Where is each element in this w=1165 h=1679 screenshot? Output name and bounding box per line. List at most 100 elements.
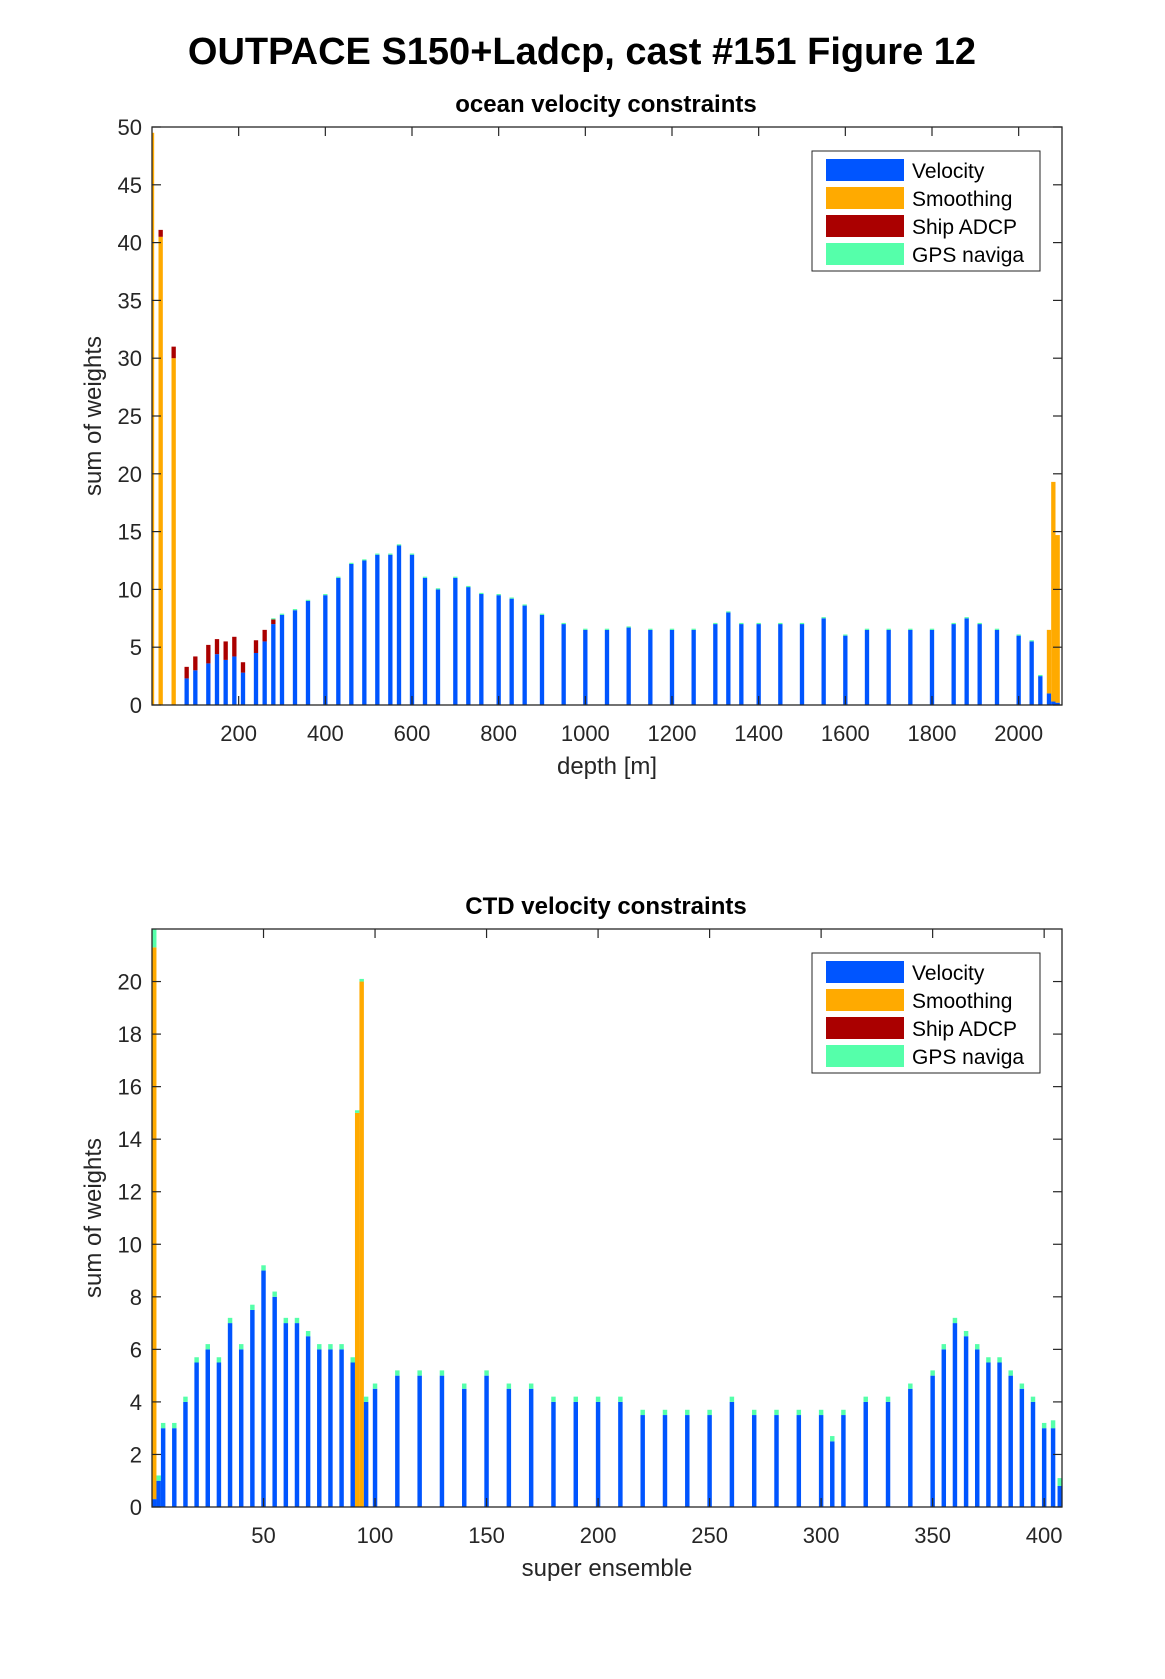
bar-velocity [417, 1375, 422, 1507]
y-tick-label: 45 [118, 173, 142, 198]
chart-title: ocean velocity constraints [455, 91, 756, 118]
bar-gps-naviga [522, 604, 527, 606]
y-tick-label: 14 [118, 1127, 142, 1152]
bar-gps-naviga [350, 1357, 355, 1363]
bar-velocity [1019, 1388, 1025, 1507]
bar-velocity [662, 1415, 668, 1507]
bar-gps-naviga [183, 1396, 188, 1402]
bar-velocity [223, 659, 228, 705]
bar-velocity [726, 612, 731, 705]
bar-gps-naviga [739, 622, 744, 625]
x-tick-label: 300 [803, 1523, 840, 1548]
bar-gps-naviga [729, 1396, 735, 1402]
legend-swatch [826, 1017, 904, 1039]
bar-velocity [156, 1480, 161, 1507]
bar-gps-naviga [551, 1396, 556, 1402]
bars-group [152, 132, 1060, 705]
bar-velocity [929, 629, 935, 705]
bar-velocity [951, 624, 956, 705]
bar-velocity [843, 635, 848, 705]
bar-velocity [279, 614, 285, 705]
bar-gps-naviga [604, 628, 610, 630]
bar-velocity [396, 545, 402, 705]
x-tick-label: 200 [220, 721, 257, 746]
bar-velocity [240, 672, 246, 705]
x-axis-label: super ensemble [522, 1555, 693, 1582]
bar-ship-adcp [240, 662, 246, 673]
bar-smoothing [152, 132, 155, 705]
bar-gps-naviga [713, 622, 718, 625]
bar-ship-adcp [223, 641, 228, 660]
bar-gps-naviga [841, 1409, 846, 1416]
bar-velocity [1055, 702, 1060, 705]
x-tick-label: 350 [914, 1523, 951, 1548]
bar-gps-naviga [466, 585, 471, 588]
bar-gps-naviga [1029, 640, 1034, 642]
legend: Velocity Smoothing Ship ADCP GPS naviga [811, 150, 1041, 272]
x-tick-label: 1000 [561, 721, 610, 746]
legend-swatch [826, 1045, 904, 1067]
bar-velocity [908, 629, 913, 705]
bar-velocity [618, 1401, 623, 1507]
bar-velocity [262, 641, 267, 705]
bar-gps-naviga [354, 1110, 360, 1113]
bar-gps-naviga [964, 617, 969, 619]
bar-ship-adcp [171, 346, 176, 359]
bar-gps-naviga [885, 1396, 891, 1402]
bar-velocity [422, 577, 428, 705]
x-tick-label: 400 [307, 721, 344, 746]
chart-title: CTD velocity constraints [465, 893, 746, 920]
bar-gps-naviga [372, 1383, 378, 1389]
bar-gps-naviga [726, 611, 731, 613]
bar-gps-naviga [283, 1317, 289, 1324]
bar-velocity [604, 629, 610, 705]
bar-gps-naviga [626, 626, 631, 628]
bar-velocity [1057, 1485, 1062, 1507]
legend-label: Ship ADCP [912, 1018, 1017, 1041]
bar-gps-naviga [863, 1396, 868, 1402]
bar-gps-naviga [977, 622, 982, 625]
bar-gps-naviga [396, 544, 402, 546]
bar-gps-naviga [1030, 1396, 1036, 1402]
bar-gps-naviga [439, 1370, 445, 1376]
x-tick-label: 1600 [821, 721, 870, 746]
figure-title: OUTPACE S150+Ladcp, cast #151 Figure 12 [188, 31, 976, 73]
bar-velocity [462, 1388, 467, 1507]
y-tick-label: 30 [118, 346, 142, 371]
bar-velocity [818, 1415, 824, 1507]
bar-velocity [841, 1415, 846, 1507]
bar-gps-naviga [328, 1344, 333, 1350]
bar-velocity [908, 1388, 913, 1507]
bar-gps-naviga [506, 1383, 512, 1389]
bar-ship-adcp [193, 656, 198, 671]
bar-velocity [232, 656, 237, 705]
y-tick-label: 10 [118, 577, 142, 602]
bar-velocity [509, 598, 514, 705]
bar-velocity [205, 1349, 210, 1507]
x-tick-label: 1200 [648, 721, 697, 746]
bar-velocity [317, 1349, 322, 1507]
bar-gps-naviga [453, 576, 458, 578]
bar-gps-naviga [662, 1409, 668, 1416]
bar-gps-naviga [462, 1383, 467, 1389]
bar-velocity [963, 1336, 969, 1507]
bar-velocity [1041, 1428, 1047, 1507]
bar-gps-naviga [528, 1383, 534, 1389]
bar-velocity [713, 624, 718, 705]
bar-velocity [522, 605, 527, 705]
bar-gps-naviga [1016, 634, 1021, 636]
bar-gps-naviga [951, 622, 956, 625]
bar-gps-naviga [409, 553, 415, 555]
bar-gps-naviga [1038, 674, 1043, 677]
bar-gps-naviga [294, 1317, 300, 1324]
bar-velocity [272, 1296, 277, 1507]
bar-gps-naviga [952, 1317, 958, 1324]
bar-velocity [941, 1349, 947, 1507]
bar-velocity [160, 1428, 166, 1507]
bar-gps-naviga [618, 1396, 623, 1402]
legend-label: Ship ADCP [912, 216, 1017, 239]
bar-gps-naviga [261, 1265, 266, 1271]
y-tick-label: 0 [130, 1495, 142, 1520]
bar-gps-naviga [929, 628, 935, 630]
bar-gps-naviga [818, 1409, 824, 1416]
